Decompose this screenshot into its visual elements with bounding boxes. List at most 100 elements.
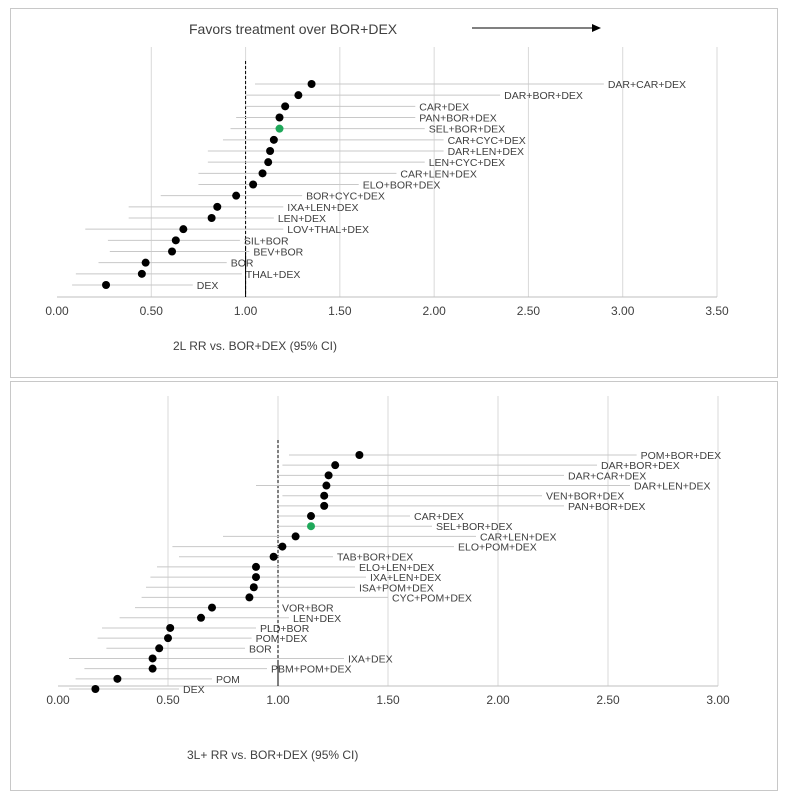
row-label: CAR+CYC+DEX [448,135,526,147]
row-label: DAR+CAR+DEX [608,79,686,91]
point [102,281,111,289]
row-label: ELO+BOR+DEX [363,180,441,192]
point [322,481,331,490]
row-label: THAL+DEX [246,269,301,281]
row-label: LEN+DEX [293,613,341,625]
point [281,102,290,111]
x-tick-label: 1.00 [234,304,258,318]
point [266,147,275,155]
row-label: CAR+DEX [414,511,464,523]
row-label: DAR+LEN+DEX [634,481,710,493]
x-tick-label: 0.00 [46,693,70,707]
row-label: PBM+POM+DEX [271,664,352,676]
row-label: DAR+BOR+DEX [601,460,680,472]
point [155,644,164,653]
row-label: BOR [249,643,272,655]
row-label: SEL+BOR+DEX [429,124,505,136]
x-tick-label: 0.50 [140,304,164,318]
point [197,613,205,622]
row-label: IXA+DEX [348,653,393,665]
point [148,654,157,663]
row-label: POM+DEX [256,633,308,645]
point [278,542,287,551]
row-label: POM+BOR+DEX [641,450,722,462]
point [331,461,340,470]
point [141,258,150,267]
favors-title: Favors treatment over BOR+DEX [189,21,398,37]
row-label: DEX [183,684,205,696]
point [252,562,260,571]
point [91,685,100,693]
x-tick-label: 1.50 [328,304,352,318]
x-tick-label: 0.50 [156,693,180,707]
point [269,135,278,144]
row-label: ISA+POM+DEX [359,582,434,594]
row-label: SEL+BOR+DEX [436,521,512,533]
row-label: DAR+CAR+DEX [568,470,646,482]
point [207,214,216,222]
point [307,512,315,521]
point [258,169,267,178]
point [355,451,364,459]
forest-plot-3l: 0.00 0.50 1.00 1.50 2.00 2.50 3.00POM+BOR+DEXD… [46,396,730,707]
row-label: CAR+LEN+DEX [480,531,556,543]
row-label: VEN+BOR+DEX [546,491,624,503]
row-label: VOR+BOR [282,603,334,615]
point [249,583,258,592]
point [269,552,278,561]
x-axis-title-3l: 3L+ RR vs. BOR+DEX (95% CI) [187,748,359,762]
row-label: DAR+LEN+DEX [448,146,524,158]
favors-arrow-head [592,24,601,32]
x-tick-label: 2.00 [422,304,446,318]
point [113,674,122,683]
chart-panel-3l: 0.00 0.50 1.00 1.50 2.00 2.50 3.00 POM+BOR+DEX D… [10,381,778,791]
x-tick-label: 2.50 [517,304,541,318]
point [164,634,172,643]
point [307,80,316,88]
x-tick-label: 3.00 [706,693,730,707]
point [252,573,260,582]
row-label: ELO+LEN+DEX [359,562,434,574]
point [213,202,222,211]
x-tick-label: 3.00 [611,304,635,318]
forest-plot-2l: 0.00 0.50 1.00 1.50 2.00 2.50 3.00 3.50 DAR+CAR+… [45,24,729,318]
point [320,491,329,500]
row-label: PLD+BOR [260,623,310,635]
x-tick-label: 0.00 [45,304,69,318]
point [179,225,188,234]
point [249,180,258,189]
point-highlight [275,124,284,133]
point [294,91,303,100]
point [245,593,254,602]
point [232,191,241,200]
chart-panel-2l: Favors treatment over BOR+DEX 0.00 0.50 1.… [10,8,778,378]
point [166,623,175,632]
x-tick-label: 2.50 [596,693,620,707]
row-label: LEN+CYC+DEX [429,157,505,169]
point [148,664,157,673]
row-label: PAN+BOR+DEX [568,501,645,513]
row-label: BOR [231,258,254,270]
row-label: ELO+POM+DEX [458,542,537,554]
row-label: CYC+POM+DEX [392,592,472,604]
row-label: TAB+BOR+DEX [337,552,413,564]
point [324,471,333,480]
point [264,158,273,167]
x-tick-label: 3.50 [705,304,729,318]
x-tick-label: 1.50 [376,693,400,707]
row-label: DEX [197,280,219,292]
row-label: BOR+CYC+DEX [306,191,385,203]
row-label: POM [216,674,240,686]
x-tick-label: 1.00 [266,693,290,707]
point [137,269,146,278]
row-label: SIL+BOR [244,235,289,247]
point [208,603,216,612]
row-label: LEN+DEX [278,213,326,225]
row-label: DAR+BOR+DEX [504,90,583,102]
row-label: CAR+LEN+DEX [400,168,476,180]
x-tick-label: 2.00 [486,693,510,707]
row-label: IXA+LEN+DEX [370,572,441,584]
x-axis-title-2l: 2L RR vs. BOR+DEX (95% CI) [173,339,337,353]
point [171,236,180,245]
row-label: LOV+THAL+DEX [287,224,369,236]
